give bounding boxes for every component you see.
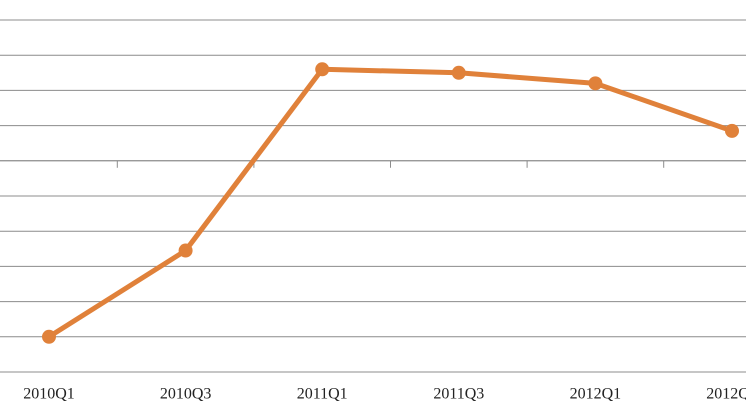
point (315, 62, 330, 77)
x-tick-label: 2012Q1 (570, 386, 622, 403)
x-tick-label: 2011Q1 (297, 386, 348, 403)
point (588, 76, 603, 91)
point (725, 123, 739, 138)
x-tick-label: 2010Q1 (23, 386, 75, 403)
x-tick-label: 2010Q3 (160, 386, 212, 403)
point (178, 243, 193, 258)
x-tick-label: 2012Q3 (706, 386, 746, 403)
point (451, 65, 466, 80)
x-tick-label: 2011Q3 (433, 386, 484, 403)
line (47, 66, 733, 339)
point (42, 329, 56, 344)
